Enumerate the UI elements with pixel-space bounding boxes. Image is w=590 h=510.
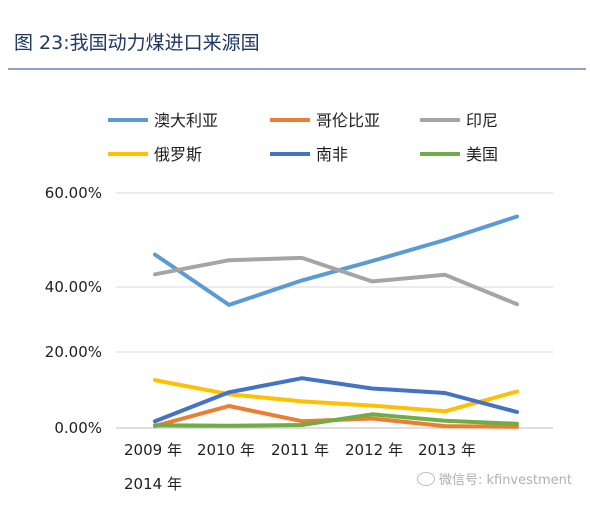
x-tick-label: 2009 年 [124,441,182,459]
series-lines [153,214,519,429]
y-tick-label: 40.00% [45,278,102,296]
x-tick-label: 2011 年 [271,441,329,459]
legend-entry: 印尼 [466,111,498,130]
gridlines [116,192,553,429]
x-tick-label: 2012 年 [345,441,403,459]
series-line [153,255,519,307]
series-line [153,376,519,424]
chart-title: 图 23:我国动力煤进口来源国 [14,32,260,54]
y-axis-ticks: 60.00% 40.00% 20.00% 0.00% [45,184,102,437]
y-tick-label: 60.00% [45,184,102,202]
x-axis-ticks: 2009 年 2010 年 2011 年 2012 年 2013 年 2014 年 [124,441,476,493]
series-line [153,412,519,428]
watermark: 微信号: kfinvestment [416,469,572,488]
title-divider [8,68,586,70]
y-tick-label: 0.00% [54,419,102,437]
watermark-text: 微信号: kfinvestment [438,473,572,488]
legend-entry: 南非 [316,145,348,164]
legend-entry: 俄罗斯 [154,145,202,164]
wechat-icon [416,472,435,486]
y-tick-label: 20.00% [45,343,102,361]
x-tick-label: 2013 年 [418,441,476,459]
x-tick-label: 2014 年 [124,475,182,493]
legend-entry: 澳大利亚 [154,111,218,130]
series-line [153,214,519,307]
x-tick-label: 2010 年 [197,441,255,459]
legend-entry: 哥伦比亚 [316,111,380,130]
series-line [153,378,519,414]
legend-entry: 美国 [466,145,498,164]
